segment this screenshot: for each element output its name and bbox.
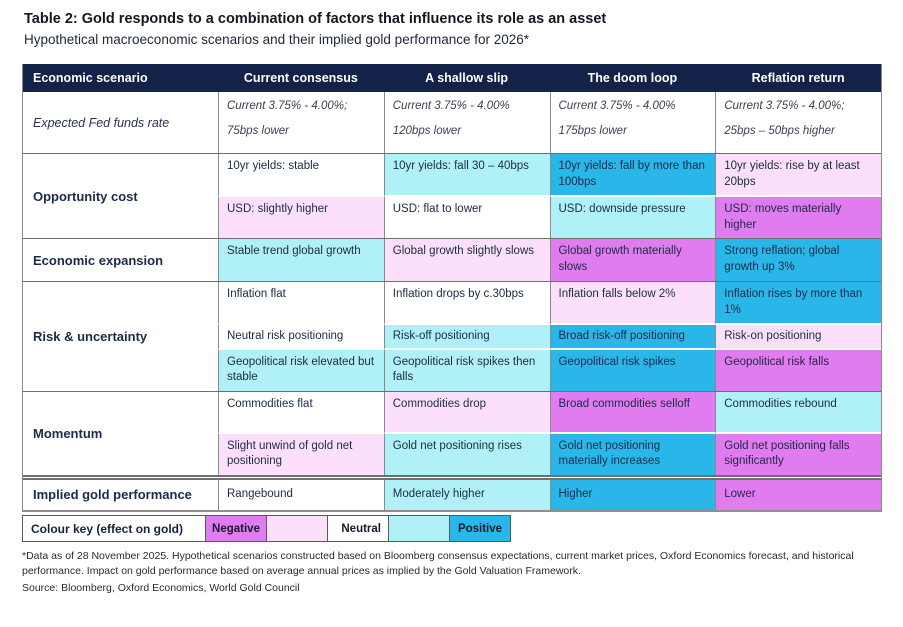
header-the-doom-loop: The doom loop — [587, 71, 678, 85]
cell-growth-consensus: Stable trend global growth — [218, 239, 384, 282]
header-a-shallow-slip: A shallow slip — [425, 71, 509, 85]
row-label-risk-uncertainty: Risk & uncertainty — [23, 282, 218, 391]
cell-inflation-shallow: Inflation drops by c.30bps — [383, 282, 550, 326]
cell-usd-shallow: USD: flat to lower — [383, 197, 550, 239]
cell-geopolitical-doom: Geopolitical risk spikes — [549, 349, 716, 391]
colour-key: Colour key (effect on gold) Negative Neu… — [22, 515, 511, 542]
cell-positioning-shallow: Risk-off positioning — [383, 325, 550, 350]
key-cell-positive: Positive — [449, 516, 510, 541]
colour-key-label: Colour key (effect on gold) — [31, 521, 184, 536]
cell-fed-doom-line2: 175bps lower — [558, 124, 627, 137]
cell-geopolitical-shallow: Geopolitical risk spikes then falls — [383, 349, 550, 391]
row-group-momentum: Momentum Commodities flat Commodities dr… — [23, 390, 881, 475]
key-cell-positive-mild — [388, 516, 449, 541]
cell-goldpositioning-consensus: Slight unwind of gold net positioning — [218, 433, 384, 475]
cell-fed-doom-line1: Current 3.75% - 4.00% — [558, 100, 676, 112]
cell-inflation-doom: Inflation falls below 2% — [549, 282, 716, 326]
cell-yields-shallow: 10yr yields: fall 30 – 40bps — [383, 154, 550, 198]
cell-fed-consensus: Current 3.75% - 4.00%; 75bps lower — [218, 92, 384, 154]
header-current-consensus: Current consensus — [243, 71, 358, 85]
key-cell-negative: Negative — [205, 516, 266, 541]
scenario-table: Economic scenario Current consensus A sh… — [22, 64, 882, 512]
row-label-fed-funds: Expected Fed funds rate — [23, 92, 218, 154]
key-cell-negative-mild — [266, 516, 327, 541]
footnote-source: Source: Bloomberg, Oxford Economics, Wor… — [22, 582, 300, 595]
cell-growth-reflation: Strong reflation; global growth up 3% — [715, 239, 881, 282]
cell-implied-consensus: Rangebound — [218, 479, 384, 510]
cell-inflation-consensus: Inflation flat — [218, 282, 384, 326]
header-economic-scenario: Economic scenario — [33, 71, 148, 85]
cell-fed-reflation-line2: 25bps – 50bps higher — [724, 124, 835, 137]
cell-fed-reflation: Current 3.75% - 4.00%; 25bps – 50bps hig… — [715, 92, 881, 154]
cell-commodities-doom: Broad commodities selloff — [549, 391, 716, 434]
cell-commodities-shallow: Commodities drop — [383, 391, 550, 434]
cell-fed-shallow-line1: Current 3.75% - 4.00% — [392, 100, 510, 112]
cell-growth-shallow: Global growth slightly slows — [383, 239, 550, 282]
row-label-momentum: Momentum — [23, 391, 218, 475]
cell-geopolitical-consensus: Geopolitical risk elevated but stable — [218, 349, 384, 391]
row-label-economic-expansion: Economic expansion — [23, 239, 218, 282]
cell-yields-doom: 10yr yields: fall by more than 100bps — [549, 154, 716, 198]
cell-commodities-reflation: Commodities rebound — [715, 391, 881, 434]
cell-goldpositioning-doom: Gold net positioning materially increase… — [549, 433, 716, 475]
footnote: *Data as of 28 November 2025. Hypothetic… — [22, 549, 884, 597]
cell-yields-consensus: 10yr yields: stable — [218, 154, 384, 198]
header-reflation-return: Reflation return — [751, 71, 845, 85]
cell-usd-consensus: USD: slightly higher — [218, 197, 384, 239]
row-label-opportunity-cost: Opportunity cost — [23, 154, 218, 239]
cell-positioning-doom: Broad risk-off positioning — [549, 325, 716, 350]
cell-growth-doom: Global growth materially slows — [549, 239, 716, 282]
cell-fed-reflation-line1: Current 3.75% - 4.00%; — [724, 100, 845, 112]
page-title: Table 2: Gold responds to a combination … — [24, 11, 607, 27]
cell-implied-shallow: Moderately higher — [383, 479, 550, 510]
cell-fed-shallow-line2: 120bps lower — [392, 124, 462, 137]
cell-yields-reflation: 10yr yields: rise by at least 20bps — [715, 154, 881, 198]
row-group-implied-performance: Implied gold performance Rangebound Mode… — [23, 474, 881, 510]
row-group-economic-expansion: Economic expansion Stable trend global g… — [23, 238, 881, 282]
page-subtitle: Hypothetical macroeconomic scenarios and… — [24, 32, 530, 47]
cell-implied-reflation: Lower — [715, 479, 881, 510]
table-header-row: Economic scenario Current consensus A sh… — [23, 64, 881, 92]
cell-fed-consensus-line1: Current 3.75% - 4.00%; — [227, 100, 348, 112]
cell-fed-shallow: Current 3.75% - 4.00% 120bps lower — [383, 92, 550, 154]
cell-fed-consensus-line2: 75bps lower — [227, 124, 290, 137]
cell-inflation-reflation: Inflation rises by more than 1% — [715, 282, 881, 326]
row-group-fed-funds: Expected Fed funds rate Current 3.75% - … — [23, 92, 881, 154]
key-cell-neutral: Neutral — [327, 516, 388, 541]
cell-commodities-consensus: Commodities flat — [218, 391, 384, 434]
cell-implied-doom: Higher — [549, 479, 716, 510]
row-group-opportunity-cost: Opportunity cost 10yr yields: stable 10y… — [23, 153, 881, 239]
cell-geopolitical-reflation: Geopolitical risk falls — [715, 349, 881, 391]
cell-usd-doom: USD: downside pressure — [549, 197, 716, 239]
cell-fed-doom: Current 3.75% - 4.00% 175bps lower — [549, 92, 716, 154]
cell-goldpositioning-reflation: Gold net positioning falls significantly — [715, 433, 881, 475]
row-group-risk-uncertainty: Risk & uncertainty Inflation flat Inflat… — [23, 281, 881, 391]
cell-positioning-consensus: Neutral risk positioning — [218, 325, 384, 350]
cell-positioning-reflation: Risk-on positioning — [715, 325, 881, 350]
cell-goldpositioning-shallow: Gold net positioning rises — [383, 433, 550, 475]
row-label-implied-performance: Implied gold performance — [23, 479, 218, 510]
footnote-data-note: *Data as of 28 November 2025. Hypothetic… — [22, 550, 854, 578]
cell-usd-reflation: USD: moves materially higher — [715, 197, 881, 239]
